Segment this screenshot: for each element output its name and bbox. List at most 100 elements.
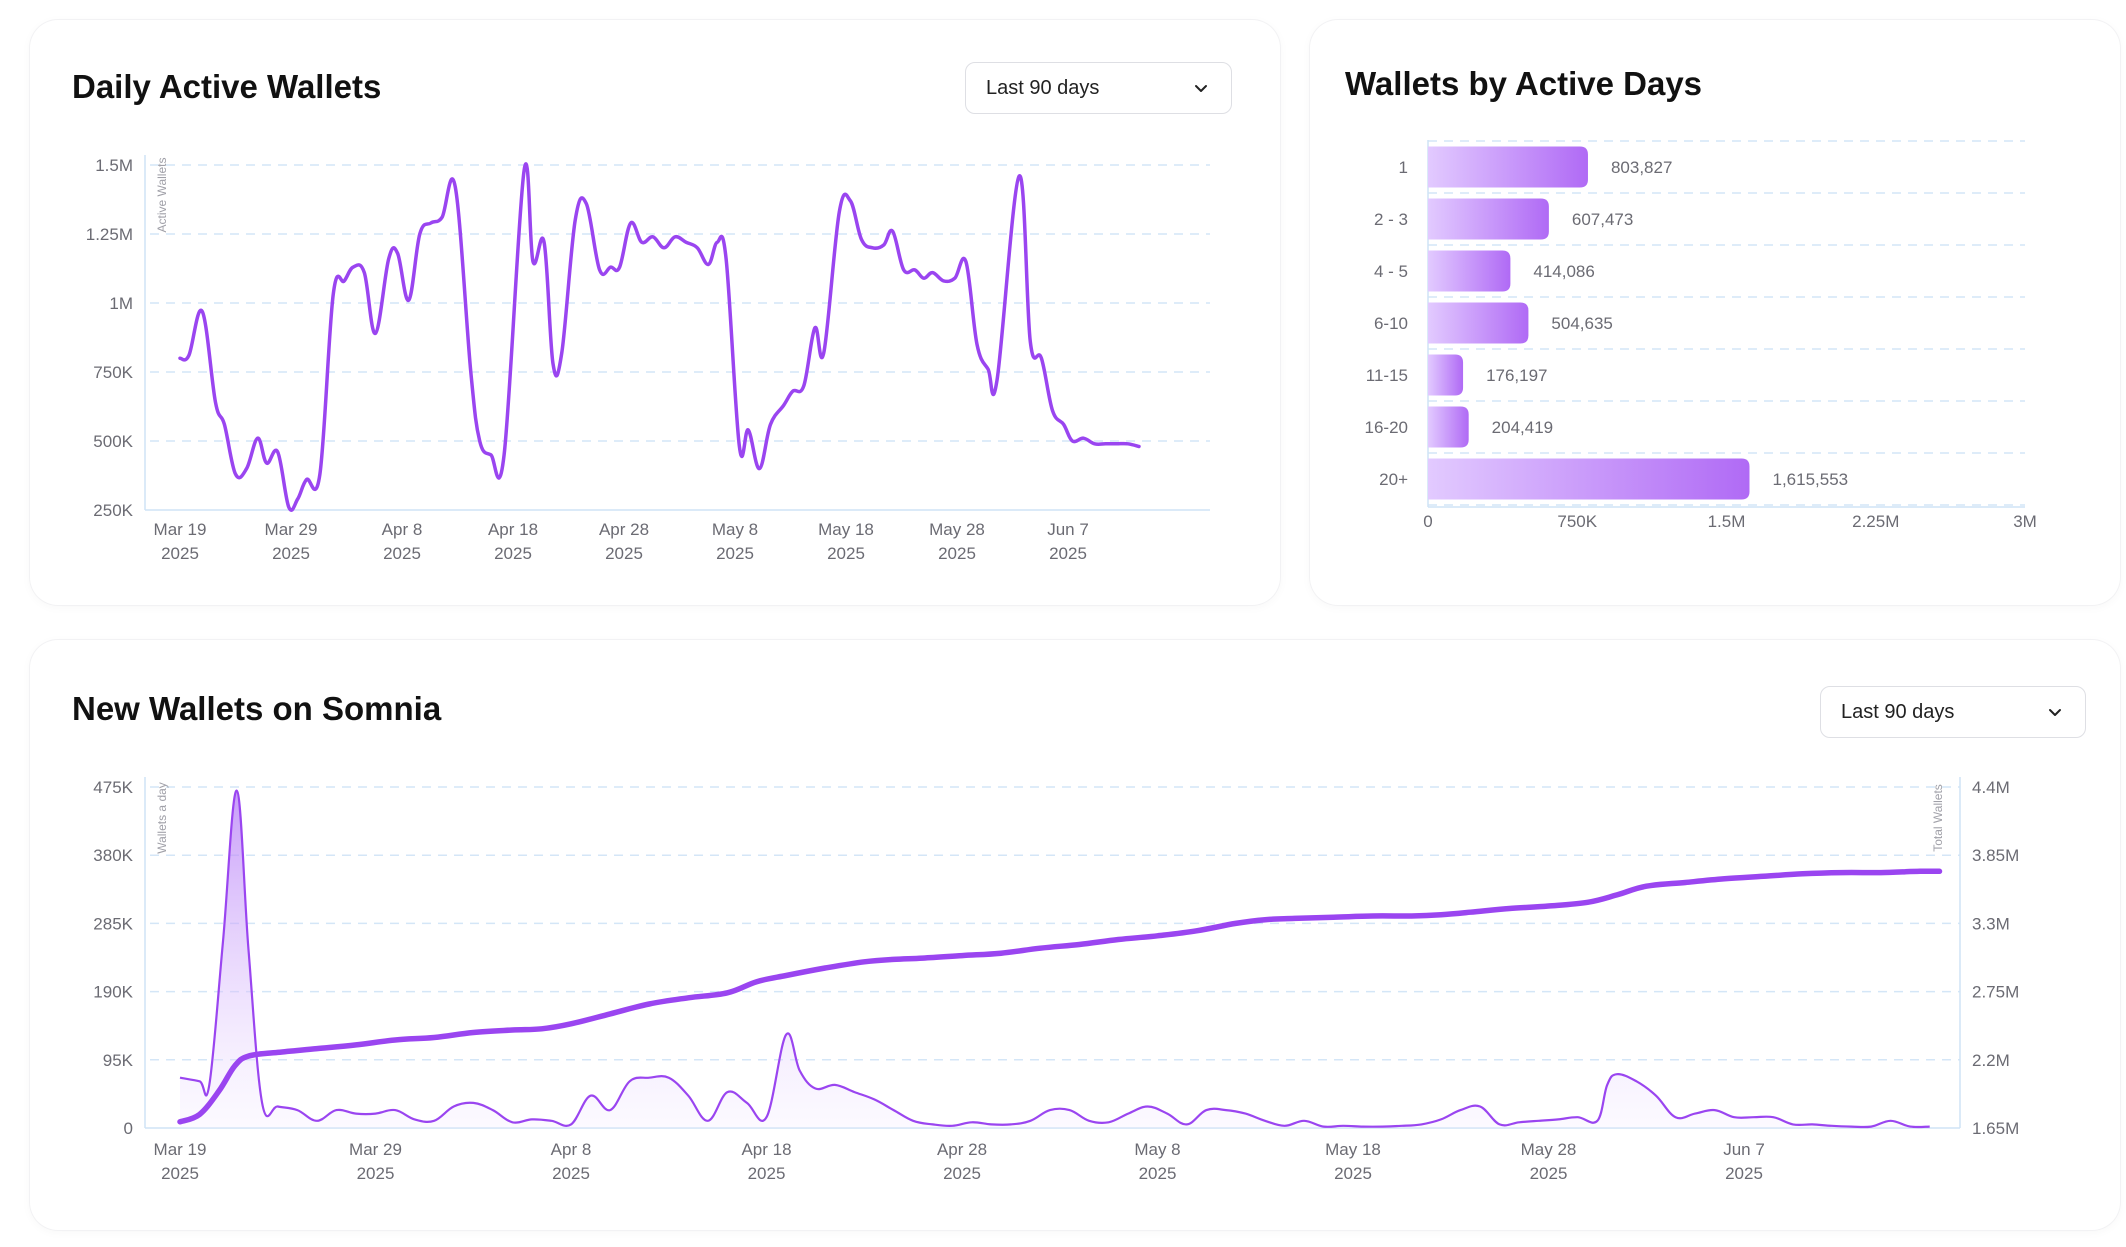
x-tick-year: 2025	[1334, 1164, 1372, 1183]
category-label: 16-20	[1365, 418, 1408, 437]
x-tick-year: 2025	[552, 1164, 590, 1183]
x-tick-year: 2025	[1139, 1164, 1177, 1183]
y2-tick-label: 4.4M	[1972, 778, 2010, 797]
x-tick-label: 750K	[1557, 512, 1597, 531]
new-wallets-title: New Wallets on Somnia	[72, 690, 442, 727]
x-tick-label: Apr 28	[599, 520, 649, 539]
x-tick-year: 2025	[272, 544, 310, 563]
x-tick-label: 0	[1423, 512, 1432, 531]
wallets-by-active-days-chart: 1 803,827 2 - 3 607,473 4 - 5 414,086 6-10 504,…	[1365, 140, 2037, 531]
x-tick-label: 2.25M	[1852, 512, 1899, 531]
bar-value-label: 803,827	[1611, 158, 1672, 177]
y-tick-label: 1.25M	[86, 225, 133, 244]
x-tick-label: May 18	[1325, 1140, 1381, 1159]
total-wallets-line	[177, 868, 1943, 1125]
x-tick-label: Apr 18	[488, 520, 538, 539]
daily-active-wallets-title: Daily Active Wallets	[72, 68, 382, 105]
category-label: 1	[1399, 158, 1408, 177]
daily-range-dropdown[interactable]: Last 90 days	[965, 62, 1232, 114]
y-tick-label: 1.5M	[95, 156, 133, 175]
y-tick-label: 500K	[93, 432, 133, 451]
bar	[1428, 198, 1549, 240]
x-tick-label: Mar 29	[265, 520, 318, 539]
x-tick-label: Apr 8	[382, 520, 423, 539]
daily-active-wallets-chart: 250K 500K 750K 1M 1.25M 1.5M Active Wallets Mar…	[86, 155, 1210, 563]
y-axis-title: Wallets a day	[155, 782, 169, 854]
chevron-down-icon	[1195, 85, 1207, 92]
x-tick-year: 2025	[357, 1164, 395, 1183]
x-tick-label: Mar 19	[154, 520, 207, 539]
new-wallets-range-dropdown-label: Last 90 days	[1841, 700, 1955, 723]
x-tick-label: Apr 18	[741, 1140, 791, 1159]
category-label: 11-15	[1366, 366, 1408, 385]
y-axis-title: Active Wallets	[155, 158, 169, 233]
x-tick-label: May 28	[929, 520, 985, 539]
category-label: 20+	[1379, 470, 1408, 489]
y-tick-label: 250K	[93, 501, 133, 520]
y2-tick-label: 2.2M	[1972, 1051, 2010, 1070]
bar	[1428, 302, 1529, 344]
new-wallets-range-dropdown[interactable]: Last 90 days	[1820, 686, 2086, 738]
y-tick-label: 0	[124, 1119, 133, 1138]
bar-value-label: 176,197	[1486, 366, 1547, 385]
x-tick-year: 2025	[605, 544, 643, 563]
daily-new-wallets-area	[180, 790, 1930, 1128]
x-tick-year: 2025	[161, 544, 199, 563]
y2-tick-label: 3.85M	[1972, 846, 2019, 865]
y2-axis-title: Total Wallets	[1931, 784, 1945, 852]
x-tick-year: 2025	[1725, 1164, 1763, 1183]
x-tick-year: 2025	[1049, 544, 1087, 563]
y-tick-label: 750K	[93, 363, 133, 382]
bar	[1428, 406, 1469, 448]
y-tick-label: 475K	[93, 778, 133, 797]
y-tick-label: 190K	[93, 983, 133, 1002]
daily-active-wallets-card: Daily Active Wallets Last 90 days 250K 50…	[30, 20, 1280, 605]
y-tick-label: 95K	[103, 1051, 134, 1070]
new-wallets-chart: 0 95K 190K 285K 380K 475K 1.65M 2.2M 2.75M 3.3M 3.…	[93, 777, 2019, 1183]
y2-tick-label: 2.75M	[1972, 983, 2019, 1002]
x-tick-label: May 28	[1521, 1140, 1577, 1159]
y2-tick-label: 3.3M	[1972, 914, 2010, 933]
x-tick-label: Apr 8	[551, 1140, 592, 1159]
bar	[1428, 146, 1588, 188]
category-label: 2 - 3	[1374, 210, 1408, 229]
y2-tick-label: 1.65M	[1972, 1119, 2019, 1138]
bar-value-label: 504,635	[1551, 314, 1612, 333]
x-tick-label: Mar 29	[349, 1140, 402, 1159]
daily-new-wallets-line	[179, 789, 1930, 1129]
bar-value-label: 204,419	[1492, 418, 1553, 437]
bar	[1428, 250, 1511, 292]
x-tick-label: Jun 7	[1723, 1140, 1765, 1159]
daily-range-dropdown-label: Last 90 days	[986, 76, 1100, 99]
bar-value-label: 1,615,553	[1772, 470, 1848, 489]
x-tick-year: 2025	[748, 1164, 786, 1183]
bar	[1428, 458, 1750, 500]
wallets-by-active-days-title: Wallets by Active Days	[1345, 65, 1703, 102]
x-tick-year: 2025	[716, 544, 754, 563]
y-tick-label: 1M	[109, 294, 133, 313]
x-tick-year: 2025	[938, 544, 976, 563]
x-tick-year: 2025	[383, 544, 421, 563]
x-tick-year: 2025	[943, 1164, 981, 1183]
bar-value-label: 607,473	[1572, 210, 1633, 229]
x-tick-label: Mar 19	[154, 1140, 207, 1159]
active-wallets-line	[178, 162, 1141, 512]
x-tick-label: May 18	[818, 520, 874, 539]
x-tick-year: 2025	[161, 1164, 199, 1183]
new-wallets-card: New Wallets on Somnia Last 90 days 0 95K 1…	[30, 640, 2120, 1230]
x-tick-label: May 8	[1134, 1140, 1180, 1159]
x-tick-year: 2025	[494, 544, 532, 563]
x-tick-label: May 8	[712, 520, 758, 539]
x-tick-label: Apr 28	[937, 1140, 987, 1159]
x-tick-label: 1.5M	[1708, 512, 1746, 531]
y-tick-label: 285K	[93, 914, 133, 933]
x-tick-label: 3M	[2013, 512, 2037, 531]
x-tick-year: 2025	[827, 544, 865, 563]
x-tick-year: 2025	[1530, 1164, 1568, 1183]
bar-value-label: 414,086	[1533, 262, 1594, 281]
bar	[1428, 354, 1464, 396]
category-label: 6-10	[1374, 314, 1408, 333]
y-tick-label: 380K	[93, 846, 133, 865]
wallets-by-active-days-card: Wallets by Active Days 1 803,827 2 - 3 607,…	[1310, 20, 2120, 605]
chevron-down-icon	[2049, 709, 2061, 716]
